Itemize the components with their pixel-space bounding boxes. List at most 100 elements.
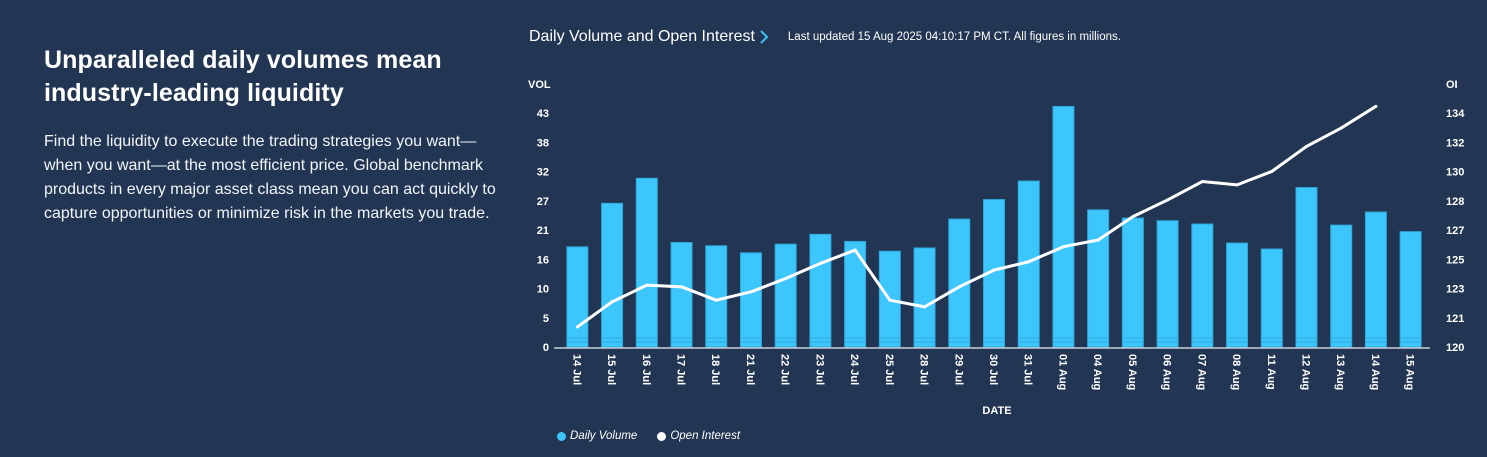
volume-bar[interactable] bbox=[1121, 217, 1144, 348]
y-axis-label-vol: VOL bbox=[528, 79, 551, 91]
volume-bars bbox=[566, 105, 1422, 348]
open-interest-point[interactable] bbox=[749, 290, 753, 294]
x-tick-label: 14 Aug bbox=[1369, 354, 1381, 390]
x-tick-label: 23 Jul bbox=[813, 354, 825, 385]
legend-item-daily-volume[interactable]: Daily Volume bbox=[557, 430, 637, 442]
volume-bar[interactable] bbox=[1364, 211, 1387, 348]
x-tick-label: 14 Jul bbox=[570, 354, 582, 385]
open-interest-point[interactable] bbox=[714, 298, 718, 302]
y2-tick-label: 132 bbox=[1446, 137, 1464, 149]
open-interest-point[interactable] bbox=[610, 300, 614, 304]
open-interest-point[interactable] bbox=[888, 298, 892, 302]
x-tick-label: 01 Aug bbox=[1056, 354, 1068, 390]
volume-bar[interactable] bbox=[1191, 223, 1214, 348]
volume-bar[interactable] bbox=[601, 202, 624, 348]
open-interest-point[interactable] bbox=[645, 283, 649, 287]
y2-tick-label: 130 bbox=[1446, 167, 1464, 179]
y2-tick-label: 125 bbox=[1446, 254, 1464, 266]
open-interest-point[interactable] bbox=[1235, 183, 1239, 187]
x-tick-label: 25 Jul bbox=[883, 354, 895, 385]
volume-bar[interactable] bbox=[913, 247, 936, 348]
volume-bar[interactable] bbox=[566, 246, 589, 348]
y-tick-label: 10 bbox=[537, 284, 549, 296]
x-tick-label: 04 Aug bbox=[1091, 354, 1103, 390]
y-tick-label: 27 bbox=[537, 196, 549, 208]
open-interest-point[interactable] bbox=[818, 261, 822, 265]
x-tick-label: 12 Aug bbox=[1299, 354, 1311, 390]
legend-label-daily-volume: Daily Volume bbox=[570, 430, 638, 442]
volume-bar[interactable] bbox=[1052, 105, 1075, 348]
volume-bar[interactable] bbox=[844, 240, 867, 348]
open-interest-point[interactable] bbox=[1304, 144, 1308, 148]
volume-bar[interactable] bbox=[670, 242, 693, 348]
open-interest-point[interactable] bbox=[1200, 180, 1204, 184]
x-tick-label: 15 Jul bbox=[605, 354, 617, 385]
open-interest-line bbox=[576, 105, 1377, 329]
open-interest-point[interactable] bbox=[1166, 198, 1170, 202]
chart-title-link[interactable]: Daily Volume and Open Interest bbox=[529, 28, 755, 45]
open-interest-point[interactable] bbox=[1027, 260, 1031, 264]
open-interest-point[interactable] bbox=[1096, 238, 1100, 242]
x-tick-label: 31 Jul bbox=[1022, 354, 1034, 385]
y2-tick-label: 121 bbox=[1446, 313, 1464, 325]
volume-bar[interactable] bbox=[809, 233, 832, 348]
open-interest-point[interactable] bbox=[1374, 104, 1378, 108]
y-tick-label: 32 bbox=[537, 167, 549, 179]
open-interest-point[interactable] bbox=[1131, 215, 1135, 219]
volume-bar[interactable] bbox=[1399, 231, 1422, 348]
legend-item-open-interest[interactable]: Open Interest bbox=[657, 430, 740, 442]
x-axis-label: DATE bbox=[982, 405, 1011, 417]
open-interest-point[interactable] bbox=[575, 325, 579, 329]
y-tick-label: 43 bbox=[537, 108, 549, 120]
x-tick-label: 28 Jul bbox=[918, 354, 930, 385]
volume-bar[interactable] bbox=[635, 177, 658, 348]
volume-bar[interactable] bbox=[774, 243, 797, 348]
x-tick-label: 30 Jul bbox=[987, 354, 999, 385]
x-tick-label: 29 Jul bbox=[952, 354, 964, 385]
x-tick-label: 13 Aug bbox=[1334, 354, 1346, 390]
volume-bar[interactable] bbox=[1295, 187, 1318, 348]
y2-axis-ticks: 120 121 123 125 127 128 130 132 134 bbox=[1446, 108, 1465, 354]
open-interest-point[interactable] bbox=[1339, 126, 1343, 130]
volume-bar[interactable] bbox=[1156, 220, 1179, 348]
y2-axis-label-oi: OI bbox=[1446, 79, 1458, 91]
x-axis-ticks: 14 Jul 15 Jul 16 Jul 17 Jul 18 Jul 21 Jul 22 J… bbox=[570, 354, 1415, 390]
open-interest-point[interactable] bbox=[923, 305, 927, 309]
open-interest-point[interactable] bbox=[957, 285, 961, 289]
y-axis-ticks: 0 5 10 16 21 27 32 38 43 bbox=[537, 108, 549, 354]
chart-legend: Daily Volume Open Interest bbox=[557, 430, 740, 442]
open-interest-point[interactable] bbox=[853, 248, 857, 252]
intro-heading: Unparalleled daily volumes mean industry… bbox=[44, 46, 442, 107]
x-tick-label: 22 Jul bbox=[779, 354, 791, 385]
volume-bar[interactable] bbox=[1226, 242, 1249, 348]
x-tick-label: 17 Jul bbox=[675, 354, 687, 385]
open-interest-point[interactable] bbox=[992, 268, 996, 272]
volume-bar[interactable] bbox=[1330, 224, 1353, 348]
y-tick-label: 16 bbox=[537, 254, 549, 266]
last-updated-text: Last updated 15 Aug 2025 04:10:17 PM CT.… bbox=[787, 31, 1121, 43]
open-interest-series bbox=[575, 104, 1378, 329]
open-interest-point[interactable] bbox=[1061, 245, 1065, 249]
y-tick-label: 21 bbox=[537, 225, 549, 237]
y2-tick-label: 134 bbox=[1446, 108, 1465, 120]
x-tick-label: 08 Aug bbox=[1230, 354, 1242, 390]
y-tick-label: 38 bbox=[537, 137, 549, 149]
open-interest-point[interactable] bbox=[680, 285, 684, 289]
x-tick-label: 21 Jul bbox=[744, 354, 756, 385]
volume-bar[interactable] bbox=[983, 199, 1005, 348]
open-interest-point[interactable] bbox=[1270, 170, 1274, 173]
volume-bar[interactable] bbox=[739, 252, 762, 348]
legend-dot-open-interest bbox=[657, 431, 667, 441]
y2-tick-label: 128 bbox=[1446, 196, 1464, 208]
volume-bar[interactable] bbox=[1260, 248, 1283, 348]
chart-header: Daily Volume and Open Interest Last upda… bbox=[529, 26, 1121, 48]
open-interest-point[interactable] bbox=[784, 276, 788, 280]
x-tick-label: 16 Jul bbox=[640, 354, 652, 385]
x-tick-label: 05 Aug bbox=[1126, 354, 1138, 390]
y2-tick-label: 123 bbox=[1446, 284, 1464, 296]
x-tick-label: 15 Aug bbox=[1404, 354, 1416, 390]
chevron-right-icon[interactable] bbox=[758, 30, 770, 44]
intro-section: Unparalleled daily volumes mean industry… bbox=[44, 44, 514, 226]
volume-bar[interactable] bbox=[1087, 209, 1110, 348]
